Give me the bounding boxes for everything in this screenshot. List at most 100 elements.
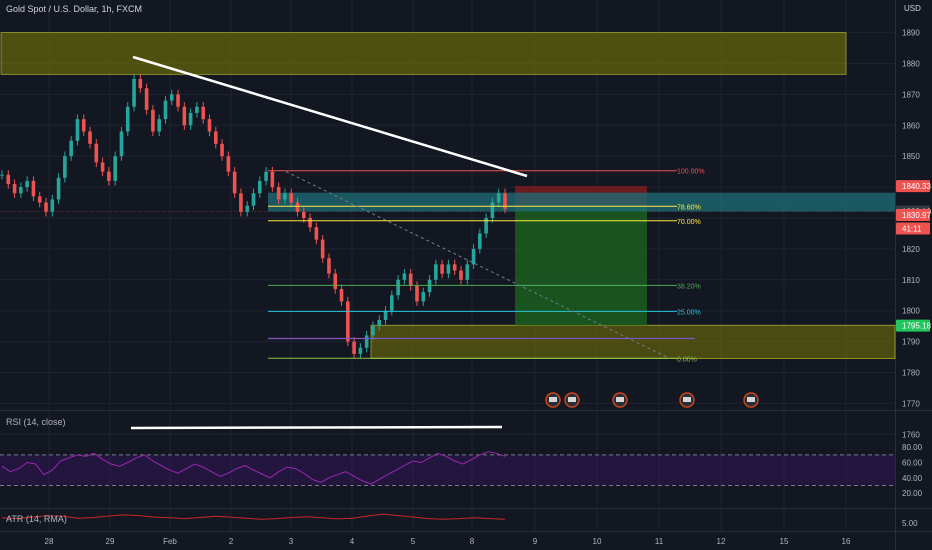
candle-body (44, 202, 48, 212)
candle-body (459, 270, 463, 280)
fib-level-label: 0.00% (677, 356, 697, 363)
candle-body (446, 264, 451, 274)
candle-body (415, 285, 419, 302)
candle-body (132, 78, 136, 107)
candle-body (471, 248, 476, 265)
atr-line (1, 513, 506, 520)
rsi-tick-label: 40.00 (902, 474, 923, 483)
time-tick-label: 9 (533, 537, 538, 546)
time-tick-label: 3 (289, 537, 294, 546)
candle-body (163, 100, 168, 120)
candle-body (490, 202, 495, 218)
price-tick-label: 1880 (902, 60, 920, 69)
trendlines[interactable] (130, 55, 528, 430)
time-tick-label: 16 (842, 537, 851, 546)
candle-body (396, 279, 400, 296)
candle-body (377, 319, 382, 327)
time-axis[interactable]: 28 29 Feb 2 3 4 5 8 9 10 11 12 15 16 (45, 537, 851, 546)
candle-body (270, 171, 275, 188)
rsi-pane (0, 451, 895, 486)
candle-body (314, 227, 319, 240)
candle-body (257, 180, 262, 194)
flag-icon (549, 397, 557, 402)
candle-body (138, 78, 143, 89)
candle-body (408, 273, 413, 286)
candle-body (195, 106, 199, 113)
price-tick-label: 1850 (902, 152, 920, 161)
candle-body (276, 187, 281, 200)
price-tick-label: 1760 (902, 430, 920, 439)
price-trendline (132, 55, 528, 178)
candle-body (452, 264, 457, 271)
candle-body (320, 239, 325, 259)
price-tick-label: 1790 (902, 338, 920, 347)
currency-label: USD (904, 4, 921, 13)
candle-body (182, 106, 187, 126)
price-candles (0, 74, 507, 359)
price-axis[interactable]: 1760177017801790180018101820183018401850… (896, 29, 931, 528)
candle-body (364, 335, 369, 348)
drawing-zones[interactable] (0, 32, 896, 359)
time-tick-label: 11 (655, 537, 664, 546)
candle-body (6, 174, 11, 185)
fib-level-label: 100.00% (677, 169, 705, 176)
candle-body (113, 156, 117, 181)
candle-body (144, 88, 149, 110)
candle-body (188, 112, 193, 126)
candle-body (421, 292, 426, 302)
candle-body (251, 193, 256, 206)
candle-body (119, 131, 124, 157)
candle-body (339, 289, 344, 302)
candle-body (427, 279, 432, 293)
price-tick-label: 1820 (902, 245, 920, 254)
candle-body (484, 218, 488, 234)
candle-body (346, 301, 350, 342)
rsi-tick-label: 80.00 (902, 443, 923, 452)
candle-body (440, 264, 444, 274)
flag-icon (568, 397, 576, 402)
candle-body (213, 131, 218, 144)
candle-body (371, 326, 375, 336)
candle-body (478, 233, 482, 249)
candle-body (434, 264, 438, 280)
time-tick-label: 8 (470, 537, 475, 546)
candle-body (402, 273, 407, 280)
demand-zone (370, 324, 896, 359)
candle-body (358, 347, 363, 354)
candle-body (125, 106, 130, 132)
candle-body (201, 106, 205, 120)
time-tick-label: 15 (780, 537, 789, 546)
fib-level-label: 78.60% (677, 204, 701, 211)
candle-body (157, 119, 161, 132)
price-tick-label: 1800 (902, 307, 920, 316)
time-tick-label: 28 (45, 537, 54, 546)
candle-body (390, 295, 394, 311)
rsi-title: RSI (14, close) (6, 417, 66, 427)
atr-pane (1, 513, 506, 520)
candle-body (308, 218, 312, 228)
flag-icon (683, 397, 691, 402)
economic-events[interactable] (545, 392, 759, 408)
price-tick-label: 1870 (902, 90, 920, 99)
candle-body (295, 202, 300, 212)
candle-body (75, 119, 80, 141)
candle-body (37, 196, 42, 203)
candle-body (12, 184, 17, 194)
fibonacci-levels[interactable]: 100.00% 78.60% 70.00% 38.20% 25.00% 0.00% (268, 169, 705, 364)
candle-body (19, 187, 23, 194)
chart-title: Gold Spot / U.S. Dollar, 1h, FXCM (6, 4, 143, 14)
candle-body (50, 199, 55, 212)
price-tick-label: 1890 (902, 29, 920, 38)
candle-body (226, 156, 231, 172)
rsi-trendline (130, 425, 503, 430)
rsi-band (0, 454, 895, 486)
price-tick-label: 1780 (902, 369, 920, 378)
candle-body (245, 205, 250, 212)
atr-tick-label: 5.00 (902, 519, 918, 528)
candle-body (264, 171, 268, 181)
atr-title: ATR (14, RMA) (6, 514, 67, 524)
price-tick-label: 1810 (902, 276, 920, 285)
price-tick-label: 1770 (902, 399, 920, 408)
price-tag-label: 41:11 (902, 225, 922, 234)
